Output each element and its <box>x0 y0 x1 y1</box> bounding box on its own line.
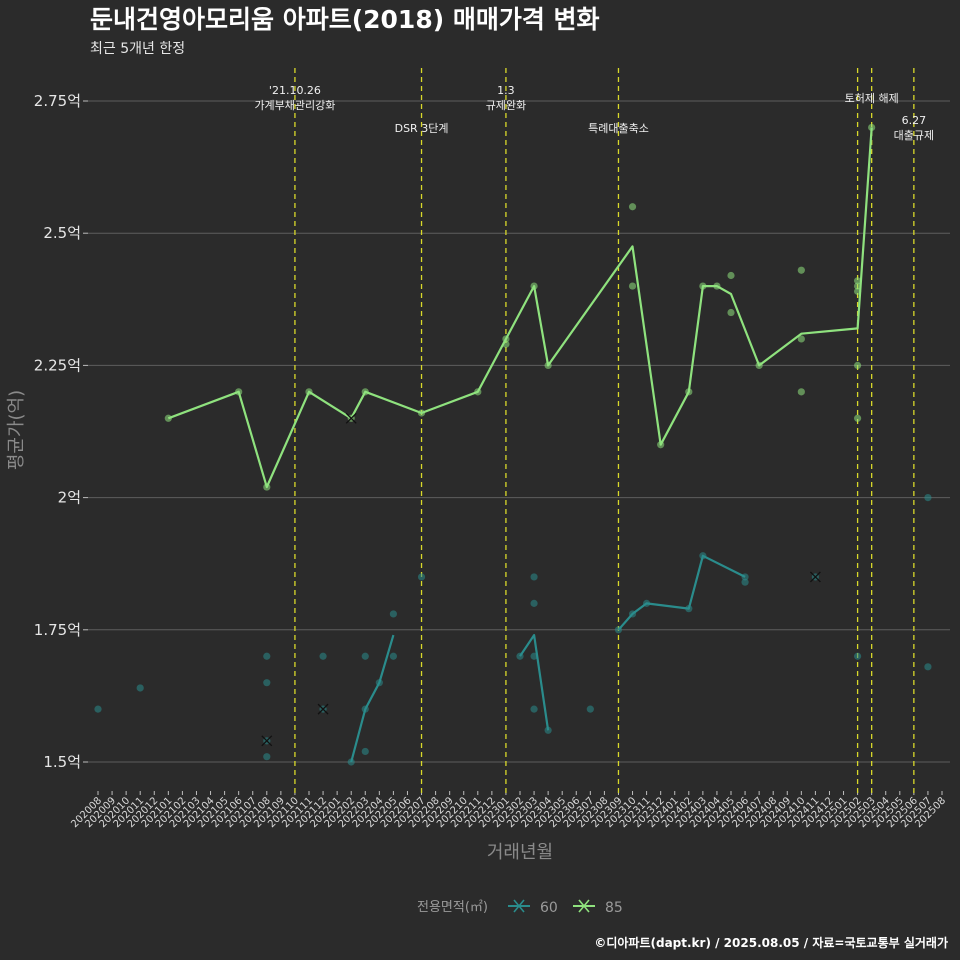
y-tick-label-3: 2.25억 <box>34 356 81 374</box>
data-points <box>94 123 932 766</box>
point-60-0 <box>94 705 102 713</box>
legend-title: 전용면적(㎡) <box>417 900 488 915</box>
legend: 전용면적(㎡) 60 85 <box>417 899 623 916</box>
point-60-4 <box>263 679 271 687</box>
series-lines <box>167 127 873 763</box>
event-label-202503-0: 토허제 해제 <box>845 91 899 105</box>
cross-markers <box>261 412 821 747</box>
point-60-5 <box>263 652 271 660</box>
event-label-202207-0: DSR 3단계 <box>395 122 449 135</box>
point-60-33 <box>924 494 932 502</box>
y-tick-label-0: 1.5억 <box>43 753 81 771</box>
series-line-60-2 <box>617 554 746 631</box>
event-label-202110-0: '21.10.26 <box>269 84 321 97</box>
event-label-202309-0: 특례대출축소 <box>588 122 649 135</box>
point-60-7 <box>319 652 327 660</box>
point-85-28 <box>854 277 862 285</box>
point-60-11 <box>361 652 369 660</box>
legend-marker-60 <box>513 899 525 913</box>
point-85-19 <box>727 271 735 280</box>
point-60-15 <box>417 573 426 581</box>
point-60-32 <box>924 663 932 671</box>
point-60-17 <box>530 705 538 713</box>
cross-60-0 <box>261 735 273 747</box>
chart-caption: ©디아파트(dapt.kr) / 2025.08.05 / 자료=국토교통부 실… <box>594 935 948 950</box>
point-60-19 <box>530 599 538 607</box>
y-axis-title: 평균가(억) <box>6 390 27 470</box>
legend-marker-85 <box>578 899 590 913</box>
event-label-202301-0: 1.3 <box>497 84 515 97</box>
point-60-14 <box>389 610 397 618</box>
gridlines <box>88 100 950 763</box>
chart-subtitle: 최근 5개년 한정 <box>90 41 185 57</box>
series-line-85-0 <box>167 127 873 489</box>
x-axis-ticks: 2020082020092020102020112020122021012021… <box>69 791 948 830</box>
series-line-60-0 <box>350 634 395 763</box>
y-tick-label-1: 1.75억 <box>34 621 81 639</box>
event-label-202506-1: 대출규제 <box>894 129 934 142</box>
legend-label-85: 85 <box>605 900 623 916</box>
point-85-24 <box>854 414 862 422</box>
event-label-202506-0: 6.27 <box>902 114 927 127</box>
point-85-21 <box>797 388 805 396</box>
point-60-31 <box>854 652 862 660</box>
y-tick-label-2: 2억 <box>58 489 81 507</box>
y-tick-label-5: 2.75억 <box>34 92 81 110</box>
point-60-28 <box>741 578 749 586</box>
event-label-202110-1: 가계부채관리강화 <box>254 99 335 112</box>
point-60-22 <box>586 705 594 713</box>
point-60-1 <box>136 684 144 692</box>
cross-60-1 <box>317 703 329 715</box>
point-60-2 <box>263 753 271 761</box>
point-85-18 <box>727 308 735 317</box>
point-85-12 <box>628 282 637 290</box>
legend-label-60: 60 <box>540 900 558 916</box>
y-tick-label-4: 2.5억 <box>43 224 81 242</box>
point-60-9 <box>361 747 369 756</box>
y-axis-ticks: 1.5억 1.75억 2억 2.25억 2.5억 2.75억 <box>34 92 88 771</box>
point-60-13 <box>389 652 397 660</box>
cross-85-0 <box>345 412 357 424</box>
point-85-13 <box>628 203 637 211</box>
x-axis-title: 거래년월 <box>487 842 553 863</box>
series-line-60-1 <box>519 633 550 731</box>
point-85-22 <box>797 335 805 343</box>
cross-60-2 <box>809 571 821 583</box>
event-label-202301-1: 규제완화 <box>486 99 526 112</box>
chart-title: 둔내건영아모리움 아파트(2018) 매매가격 변화 <box>90 5 600 34</box>
point-85-23 <box>797 266 805 274</box>
point-85-25 <box>854 361 862 369</box>
point-60-20 <box>530 573 538 581</box>
